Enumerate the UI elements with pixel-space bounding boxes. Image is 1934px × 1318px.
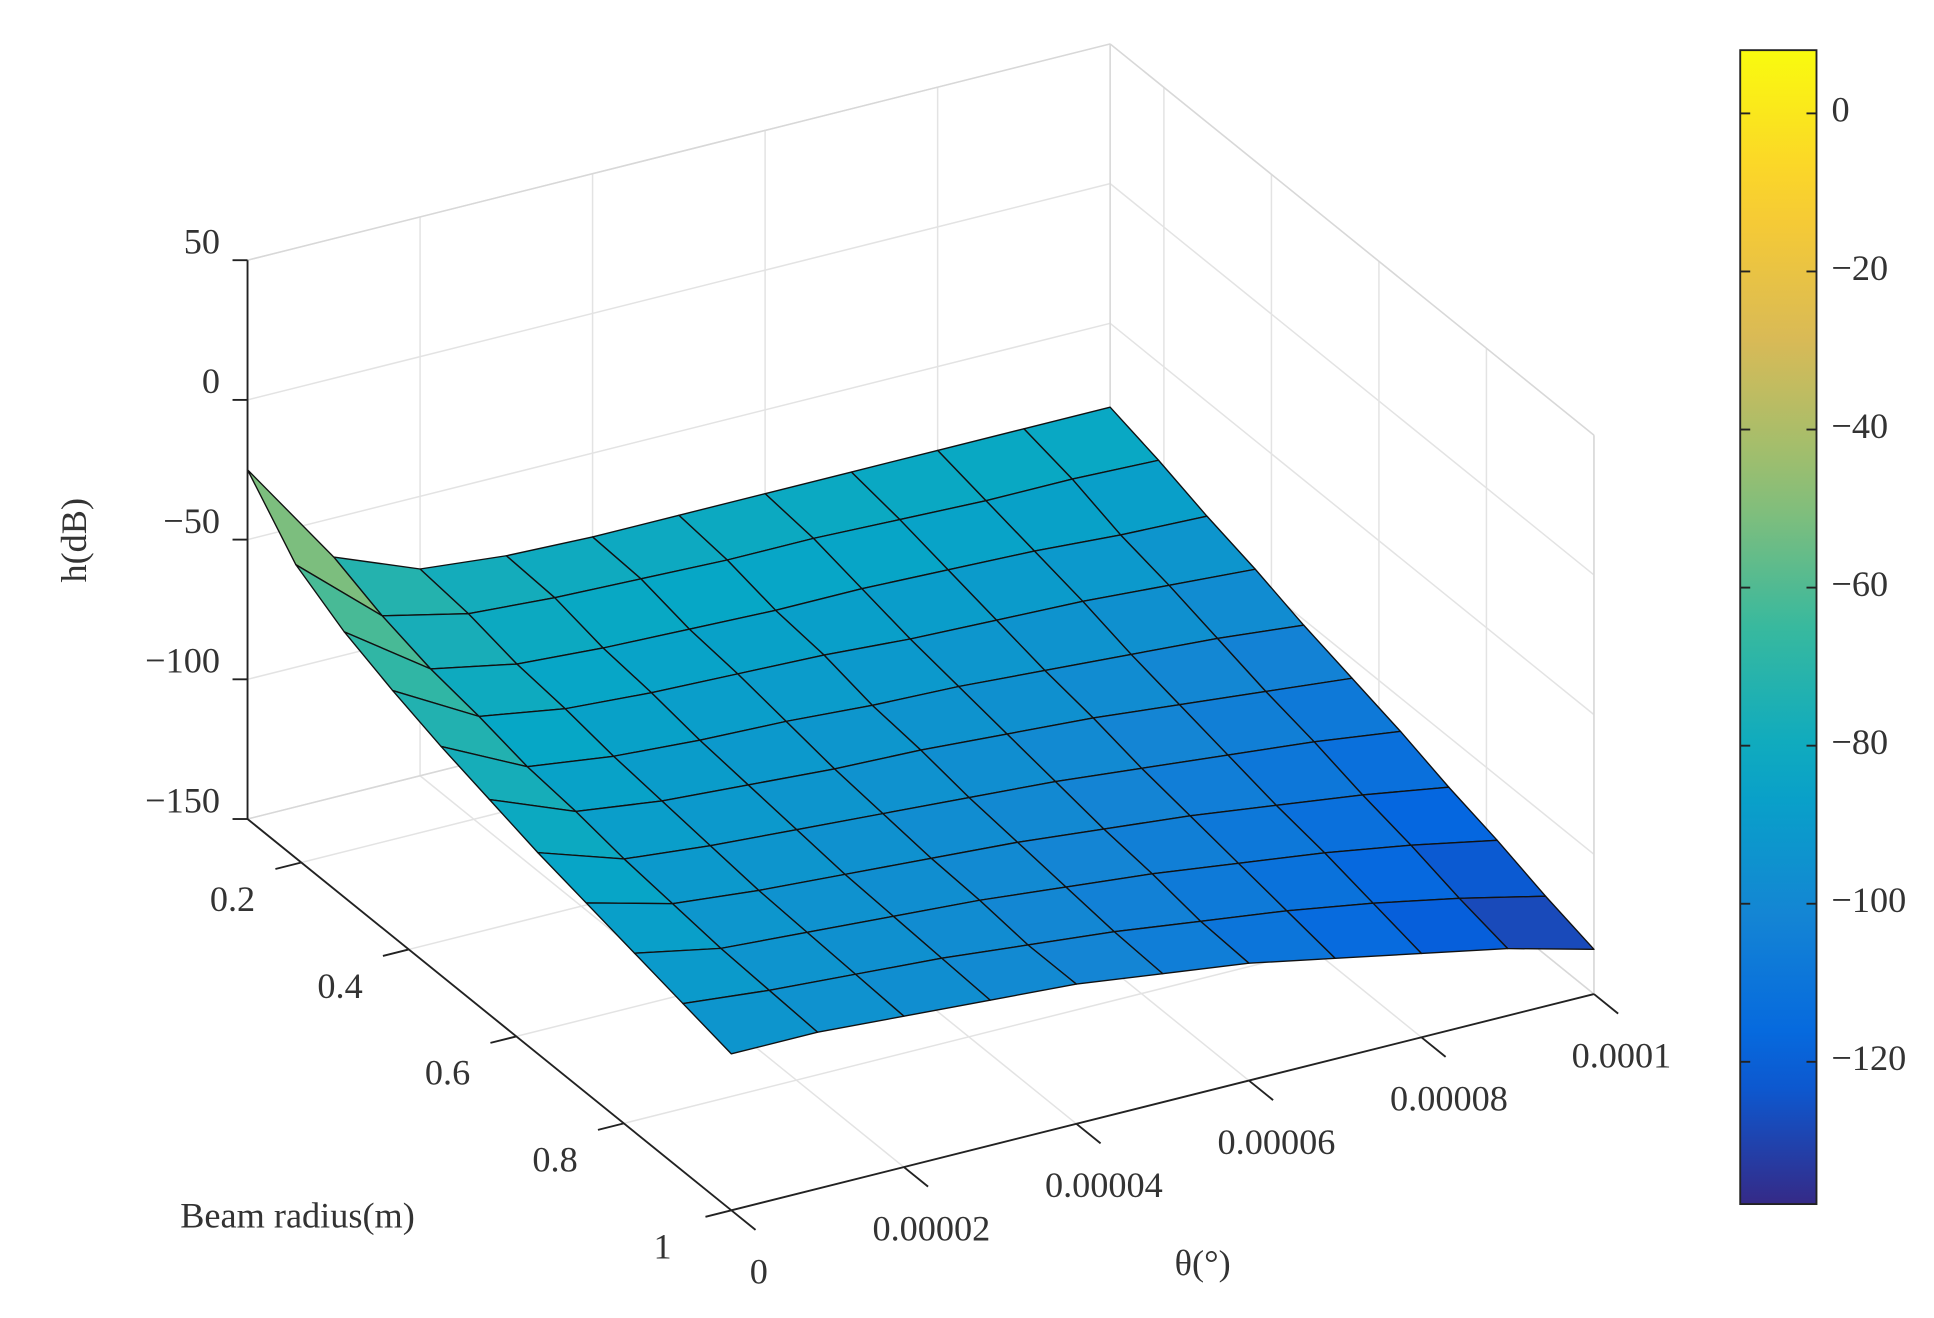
x-tick	[1420, 1036, 1447, 1058]
x-tick	[1075, 1123, 1102, 1145]
colorbar-tick-label: 0	[1831, 90, 1849, 130]
x-tick-label: 0.00004	[1045, 1165, 1163, 1205]
box-edge	[247, 43, 1111, 261]
y-tick	[597, 1122, 625, 1131]
surface-patch	[682, 989, 819, 1055]
z-tick-label: 0	[202, 361, 220, 401]
x-tick	[903, 1166, 929, 1188]
y-tick	[705, 1209, 732, 1218]
y-axis	[246, 818, 732, 1212]
x-tick	[1248, 1079, 1274, 1101]
x-tick	[1593, 993, 1619, 1015]
colorbar-tick-label: −100	[1831, 880, 1906, 920]
colorbar	[1739, 49, 1818, 1206]
x-tick-label: 0	[750, 1252, 768, 1292]
colorbar-tick-label: −60	[1831, 564, 1888, 604]
colorbar-tick-label: −40	[1831, 406, 1888, 446]
x-tick-label: 0.00006	[1218, 1122, 1336, 1162]
z-tick-label: −150	[145, 780, 220, 820]
y-tick	[275, 861, 302, 870]
colorbar-tick-label: −20	[1831, 248, 1888, 288]
box-edge	[1109, 43, 1595, 436]
y-tick-label: 0.4	[317, 966, 362, 1006]
grid-line	[247, 182, 1111, 401]
colorbar-tick-label: −120	[1831, 1038, 1906, 1078]
x-tick	[730, 1209, 757, 1231]
z-tick-label: −100	[145, 641, 220, 681]
z-tick-label: 50	[184, 222, 220, 262]
y-tick-label: 0.2	[210, 879, 255, 919]
x-axis	[731, 993, 1595, 1212]
y-tick	[490, 1035, 517, 1044]
z-tick-label: −50	[163, 501, 220, 541]
colorbar-tick-label: −80	[1831, 722, 1888, 762]
surface-patch	[246, 469, 383, 617]
y-tick-label: 0.6	[425, 1053, 470, 1093]
x-tick-label: 0.00008	[1390, 1079, 1508, 1119]
grid-line	[1109, 183, 1595, 576]
y-axis-label: Beam radius(m)	[180, 1195, 415, 1235]
grid-line	[1109, 322, 1595, 716]
y-tick-label: 1	[654, 1227, 672, 1267]
y-tick	[382, 948, 410, 957]
y-tick-label: 0.8	[532, 1140, 577, 1180]
x-tick-label: 0.00002	[872, 1208, 990, 1248]
grid-line	[247, 322, 1111, 541]
x-tick-label: 0.0001	[1572, 1035, 1672, 1075]
z-axis-label: h(dB)	[54, 498, 94, 583]
x-axis-label: θ(°)	[1175, 1243, 1231, 1283]
